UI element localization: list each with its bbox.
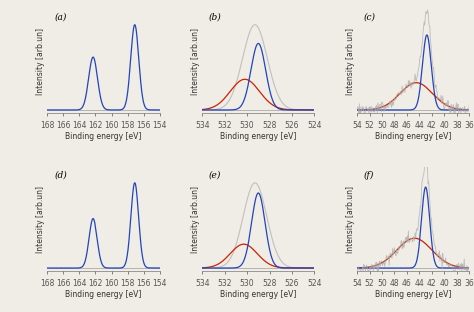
Text: (b): (b) [209,12,222,22]
Y-axis label: Intensity [arb.un]: Intensity [arb.un] [191,186,200,253]
Y-axis label: Intensity [arb.un]: Intensity [arb.un] [346,186,355,253]
X-axis label: Binding energy [eV]: Binding energy [eV] [65,290,142,299]
Text: (d): (d) [54,171,67,180]
Text: (a): (a) [54,12,66,22]
Text: (f): (f) [364,171,374,180]
X-axis label: Binding energy [eV]: Binding energy [eV] [375,290,451,299]
Text: (e): (e) [209,171,221,180]
Y-axis label: Intensity [arb.un]: Intensity [arb.un] [191,28,200,95]
Y-axis label: Intensity [arb.un]: Intensity [arb.un] [346,28,355,95]
X-axis label: Binding energy [eV]: Binding energy [eV] [65,132,142,141]
Y-axis label: Intensity [arb.un]: Intensity [arb.un] [36,186,46,253]
Text: (c): (c) [364,12,376,22]
X-axis label: Binding energy [eV]: Binding energy [eV] [220,132,297,141]
Y-axis label: Intensity [arb.un]: Intensity [arb.un] [36,28,46,95]
X-axis label: Binding energy [eV]: Binding energy [eV] [375,132,451,141]
X-axis label: Binding energy [eV]: Binding energy [eV] [220,290,297,299]
